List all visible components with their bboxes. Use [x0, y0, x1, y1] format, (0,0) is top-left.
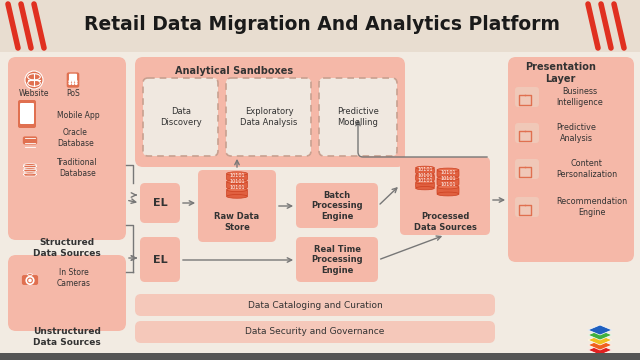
Text: Structured
Data Sources: Structured Data Sources: [33, 238, 101, 258]
FancyBboxPatch shape: [0, 0, 640, 52]
Ellipse shape: [227, 194, 248, 198]
FancyBboxPatch shape: [319, 78, 397, 156]
Polygon shape: [588, 330, 612, 340]
FancyBboxPatch shape: [415, 182, 435, 188]
FancyBboxPatch shape: [24, 165, 36, 168]
Text: Content
Personalization: Content Personalization: [556, 159, 617, 179]
FancyBboxPatch shape: [8, 255, 126, 331]
FancyBboxPatch shape: [67, 72, 79, 87]
FancyBboxPatch shape: [515, 123, 539, 143]
Text: Retail Data Migration And Analytics Platform: Retail Data Migration And Analytics Plat…: [84, 15, 560, 35]
FancyBboxPatch shape: [296, 183, 378, 228]
FancyBboxPatch shape: [135, 57, 405, 167]
FancyBboxPatch shape: [198, 170, 276, 242]
FancyBboxPatch shape: [515, 197, 539, 217]
FancyBboxPatch shape: [8, 57, 126, 240]
FancyBboxPatch shape: [140, 183, 180, 223]
Text: Predictive
Analysis: Predictive Analysis: [556, 123, 596, 143]
FancyBboxPatch shape: [515, 159, 539, 179]
Circle shape: [72, 83, 74, 84]
Ellipse shape: [415, 186, 435, 190]
Text: Predictive
Modelling: Predictive Modelling: [337, 107, 379, 127]
Circle shape: [69, 83, 70, 84]
Ellipse shape: [24, 164, 36, 166]
Circle shape: [72, 81, 74, 82]
Ellipse shape: [437, 176, 459, 180]
Text: Data
Discovery: Data Discovery: [160, 107, 202, 127]
Polygon shape: [588, 335, 612, 345]
Ellipse shape: [227, 172, 248, 175]
FancyBboxPatch shape: [135, 294, 495, 316]
Text: 10101
10101
10101: 10101 10101 10101: [417, 167, 433, 183]
FancyBboxPatch shape: [22, 275, 38, 285]
Circle shape: [76, 81, 77, 82]
Circle shape: [25, 71, 43, 89]
FancyBboxPatch shape: [226, 78, 311, 156]
FancyBboxPatch shape: [140, 237, 180, 282]
Text: EL: EL: [153, 255, 167, 265]
Ellipse shape: [415, 181, 435, 184]
Text: Business
Intelligence: Business Intelligence: [556, 87, 603, 107]
Text: Recommendation
Engine: Recommendation Engine: [556, 197, 627, 217]
FancyBboxPatch shape: [135, 321, 495, 343]
FancyBboxPatch shape: [24, 173, 36, 176]
Ellipse shape: [415, 166, 435, 170]
Polygon shape: [588, 345, 612, 355]
Ellipse shape: [24, 168, 36, 170]
Ellipse shape: [437, 192, 459, 196]
Circle shape: [69, 81, 70, 82]
FancyBboxPatch shape: [437, 187, 459, 194]
Ellipse shape: [24, 172, 36, 174]
Text: PoS: PoS: [66, 89, 80, 98]
FancyBboxPatch shape: [437, 179, 459, 185]
Text: Oracle
Database: Oracle Database: [57, 128, 93, 148]
Text: Traditional
Database: Traditional Database: [57, 158, 97, 178]
Text: 10101
10101
10101: 10101 10101 10101: [229, 174, 245, 190]
FancyBboxPatch shape: [508, 57, 634, 262]
FancyBboxPatch shape: [296, 237, 378, 282]
Text: Analytical Sandboxes: Analytical Sandboxes: [175, 66, 293, 76]
FancyBboxPatch shape: [24, 169, 36, 172]
FancyBboxPatch shape: [23, 136, 37, 144]
Text: Processed
Data Sources: Processed Data Sources: [413, 212, 476, 232]
FancyBboxPatch shape: [69, 74, 77, 81]
Ellipse shape: [227, 180, 248, 184]
FancyBboxPatch shape: [515, 87, 539, 107]
Circle shape: [28, 279, 32, 282]
FancyBboxPatch shape: [227, 174, 248, 180]
Ellipse shape: [437, 168, 459, 172]
Circle shape: [76, 83, 77, 84]
Text: 10101
10101
10101: 10101 10101 10101: [440, 170, 456, 187]
Text: Unstructured
Data Sources: Unstructured Data Sources: [33, 327, 101, 347]
Text: Data Security and Governance: Data Security and Governance: [245, 328, 385, 337]
FancyBboxPatch shape: [400, 157, 490, 235]
Bar: [0, 353, 640, 360]
Text: In Store
Cameras: In Store Cameras: [57, 268, 91, 288]
Text: Website: Website: [19, 89, 49, 98]
FancyBboxPatch shape: [415, 168, 435, 174]
Text: Batch
Processing
Engine: Batch Processing Engine: [311, 191, 363, 221]
FancyBboxPatch shape: [20, 103, 34, 124]
Polygon shape: [588, 340, 612, 350]
Text: Data Cataloging and Curation: Data Cataloging and Curation: [248, 301, 382, 310]
FancyBboxPatch shape: [227, 182, 248, 188]
FancyBboxPatch shape: [227, 190, 248, 197]
Text: Mobile App: Mobile App: [57, 111, 100, 120]
FancyBboxPatch shape: [28, 274, 32, 275]
Ellipse shape: [415, 174, 435, 177]
Text: Exploratory
Data Analysis: Exploratory Data Analysis: [240, 107, 298, 127]
FancyBboxPatch shape: [437, 170, 459, 177]
Text: EL: EL: [153, 198, 167, 208]
FancyBboxPatch shape: [18, 100, 36, 128]
Ellipse shape: [437, 185, 459, 189]
Text: Raw Data
Store: Raw Data Store: [214, 212, 260, 232]
Text: Real Time
Processing
Engine: Real Time Processing Engine: [311, 245, 363, 275]
FancyBboxPatch shape: [415, 175, 435, 181]
Polygon shape: [588, 325, 612, 335]
Text: Presentation
Layer: Presentation Layer: [525, 62, 596, 84]
FancyBboxPatch shape: [143, 78, 218, 156]
Ellipse shape: [227, 188, 248, 192]
